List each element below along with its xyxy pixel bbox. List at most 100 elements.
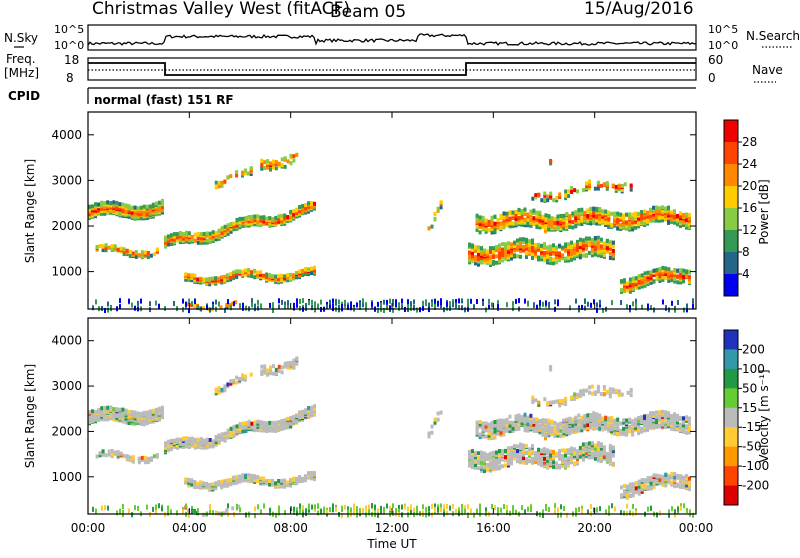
range-cell xyxy=(144,456,147,460)
range-cell xyxy=(504,251,507,255)
range-cell xyxy=(550,216,553,220)
nave-label: Nave xyxy=(752,63,783,77)
range-cell xyxy=(532,209,535,213)
range-cell xyxy=(623,278,626,282)
range-cell xyxy=(538,211,541,215)
range-cell xyxy=(129,455,132,459)
range-cell xyxy=(609,444,612,448)
range-cell xyxy=(630,184,633,188)
range-cell xyxy=(525,238,528,242)
ground-scatter-cell xyxy=(299,306,301,311)
range-cell xyxy=(574,224,577,228)
range-cell xyxy=(503,422,506,426)
range-cell xyxy=(582,392,585,396)
ground-scatter-cell xyxy=(101,506,103,511)
range-cell xyxy=(431,225,434,229)
ground-scatter-cell xyxy=(149,307,151,312)
range-cell xyxy=(245,216,248,220)
range-cell xyxy=(664,473,667,477)
site-title: Christmas Valley West (fitACF) xyxy=(92,0,350,19)
range-cell xyxy=(468,243,471,247)
range-cell xyxy=(187,273,190,277)
range-cell xyxy=(658,474,661,478)
range-cell xyxy=(106,200,109,204)
range-cell xyxy=(143,411,146,415)
range-cell xyxy=(268,273,271,277)
range-cell xyxy=(176,438,179,442)
range-cell xyxy=(290,161,293,165)
range-cell xyxy=(289,478,292,482)
ground-scatter-cell xyxy=(554,299,556,304)
range-cell xyxy=(531,239,534,243)
range-cell xyxy=(437,418,440,422)
range-cell xyxy=(549,450,552,454)
ground-scatter-cell xyxy=(152,507,154,512)
range-cell xyxy=(626,484,629,488)
range-cell xyxy=(507,447,510,451)
range-cell xyxy=(208,483,211,487)
range-cell xyxy=(658,423,661,427)
range-cell xyxy=(292,209,295,213)
range-cell xyxy=(256,420,259,424)
range-cell xyxy=(588,391,591,395)
range-cell xyxy=(679,273,682,277)
range-cell xyxy=(485,422,488,426)
range-cell xyxy=(503,419,506,423)
freq-panel xyxy=(88,58,696,80)
range-cell xyxy=(580,416,583,420)
range-cell xyxy=(504,455,507,459)
range-cell xyxy=(310,267,313,271)
range-cell xyxy=(199,480,202,484)
ground-scatter-cell xyxy=(635,299,637,304)
range-cell xyxy=(607,417,610,421)
range-cell xyxy=(555,400,558,404)
range-cell xyxy=(616,432,619,436)
range-cell xyxy=(589,413,592,417)
range-cell xyxy=(223,180,226,184)
ground-scatter-cell xyxy=(107,506,109,511)
range-cell xyxy=(307,267,310,271)
range-cell xyxy=(534,398,537,402)
range-cell xyxy=(609,457,612,461)
ground-scatter-cell xyxy=(668,307,670,312)
range-cell xyxy=(525,457,528,461)
range-cell xyxy=(597,451,600,455)
range-cell xyxy=(564,397,567,401)
ground-scatter-cell xyxy=(389,299,391,304)
range-cell xyxy=(670,211,673,215)
range-cell xyxy=(156,248,159,252)
range-cell xyxy=(203,439,206,443)
range-cell xyxy=(155,202,158,206)
range-cell xyxy=(489,259,492,263)
range-cell xyxy=(295,477,298,481)
range-cell xyxy=(497,419,500,423)
range-cell xyxy=(534,193,537,197)
range-cell xyxy=(244,375,247,379)
range-cell xyxy=(271,479,274,483)
range-cell xyxy=(111,244,114,248)
ground-scatter-cell xyxy=(398,302,400,307)
range-cell xyxy=(676,214,679,218)
range-cell xyxy=(623,489,626,493)
range-cell xyxy=(212,439,215,443)
range-cell xyxy=(643,414,646,418)
range-cell xyxy=(549,245,552,249)
range-cell xyxy=(658,267,661,271)
range-cell xyxy=(495,245,498,249)
range-cell xyxy=(304,408,307,412)
ground-scatter-cell xyxy=(542,302,544,307)
range-cell xyxy=(301,204,304,208)
range-cell xyxy=(528,451,531,455)
ground-scatter-cell xyxy=(425,299,427,304)
range-cell xyxy=(153,454,156,458)
range-cell xyxy=(526,213,529,217)
range-cell xyxy=(622,418,625,422)
range-cell xyxy=(286,417,289,421)
ground-scatter-cell xyxy=(239,303,241,308)
range-cell xyxy=(250,373,253,377)
range-cell xyxy=(540,448,543,452)
range-cell xyxy=(586,413,589,417)
range-cell xyxy=(685,223,688,227)
range-cell xyxy=(155,408,158,412)
ground-scatter-cell xyxy=(647,304,649,309)
